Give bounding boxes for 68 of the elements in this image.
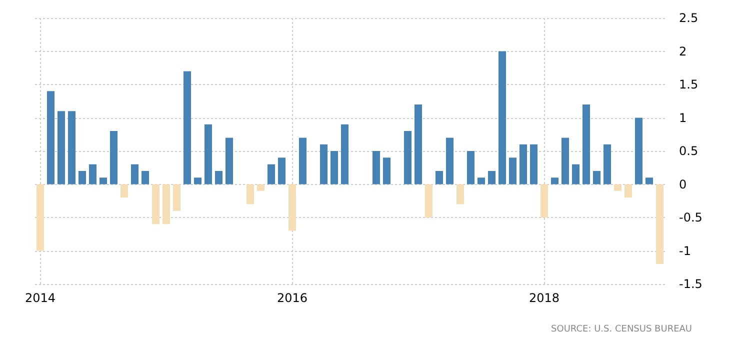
bar [120, 184, 128, 198]
bar [320, 144, 328, 184]
bar [645, 178, 654, 184]
bar [614, 184, 622, 191]
x-tick-label: 2014 [24, 291, 56, 305]
bar [256, 184, 265, 191]
y-tick-label: 1.5 [679, 78, 698, 92]
bar [194, 178, 202, 184]
bar [372, 151, 380, 184]
bar [446, 138, 454, 184]
y-tick-label: 2.5 [679, 11, 698, 25]
bar [57, 111, 66, 184]
bar [330, 151, 338, 184]
x-tick-label: 2018 [528, 291, 560, 305]
bar [456, 184, 464, 204]
bar [214, 170, 223, 184]
bar [99, 178, 108, 184]
source-note: SOURCE: U.S. CENSUS BUREAU [551, 324, 692, 334]
bar [561, 138, 570, 184]
bar [204, 124, 212, 184]
bar [530, 144, 538, 184]
y-tick-label: 2 [679, 44, 687, 58]
bar [540, 184, 548, 218]
bar [466, 151, 475, 184]
bar [152, 184, 160, 224]
bar [141, 170, 150, 184]
y-tick-label: 1 [679, 110, 687, 125]
bar [130, 164, 139, 184]
y-tick-label: -1 [679, 244, 691, 258]
x-tick-label: 2016 [276, 291, 308, 305]
bar [246, 184, 254, 204]
bar [78, 170, 86, 184]
bar [519, 144, 528, 184]
bar [88, 164, 97, 184]
bar [267, 164, 276, 184]
bar [172, 184, 181, 211]
y-tick-label: 0.5 [679, 144, 698, 158]
bar [435, 170, 444, 184]
bar [110, 131, 118, 184]
bar [582, 104, 590, 184]
bar [488, 170, 496, 184]
bar [298, 138, 307, 184]
bar [572, 164, 580, 184]
bar [414, 104, 422, 184]
bar [183, 71, 192, 184]
y-tick-label: -1.5 [679, 277, 702, 291]
y-tick-label: -0.5 [679, 210, 702, 224]
bar [508, 158, 517, 184]
bar [278, 158, 286, 184]
bar [340, 124, 349, 184]
bar [68, 111, 76, 184]
bar [498, 51, 506, 184]
bar [162, 184, 170, 224]
y-tick-label: 0 [679, 177, 687, 192]
bar [424, 184, 433, 218]
bar [382, 158, 391, 184]
bar [592, 170, 601, 184]
bar [656, 184, 664, 264]
bar [46, 91, 55, 184]
bar [603, 144, 612, 184]
bar [624, 184, 632, 198]
bar [404, 131, 412, 184]
bar [225, 138, 234, 184]
bar [550, 178, 559, 184]
bar [36, 184, 44, 251]
bar [288, 184, 296, 231]
bar [477, 178, 486, 184]
bar [634, 118, 643, 184]
